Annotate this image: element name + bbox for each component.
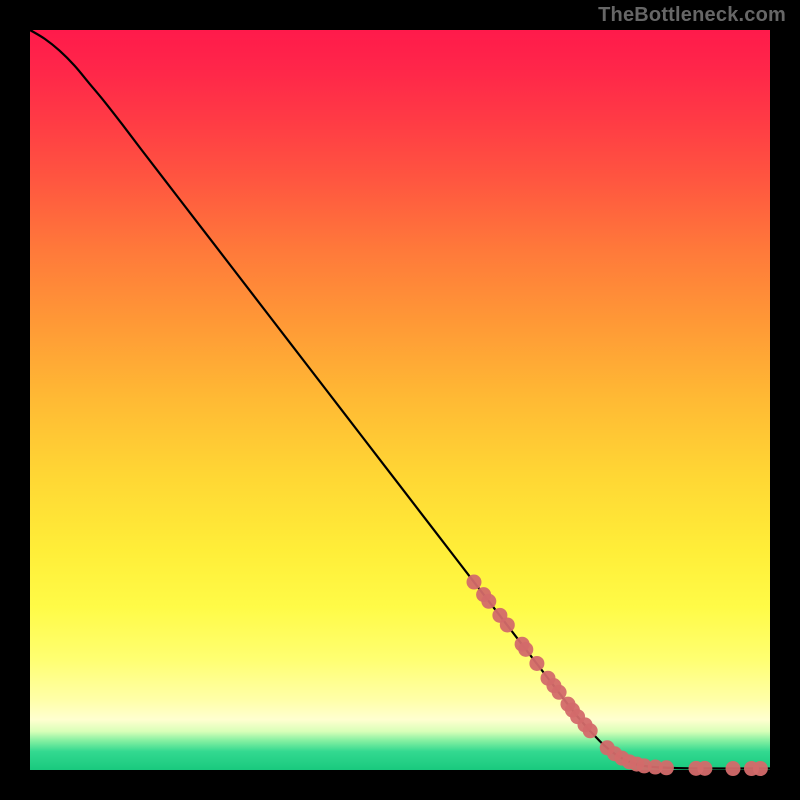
plot-background: [30, 30, 770, 770]
data-marker: [481, 594, 496, 609]
data-marker: [726, 761, 741, 776]
data-marker: [467, 575, 482, 590]
data-marker: [518, 642, 533, 657]
data-marker: [697, 761, 712, 776]
data-marker: [500, 617, 515, 632]
chart-stage: TheBottleneck.com: [0, 0, 800, 800]
data-marker: [529, 656, 544, 671]
bottleneck-chart: [0, 0, 800, 800]
data-marker: [552, 685, 567, 700]
attribution-text: TheBottleneck.com: [598, 4, 786, 27]
data-marker: [583, 723, 598, 738]
data-marker: [753, 761, 768, 776]
data-marker: [659, 760, 674, 775]
